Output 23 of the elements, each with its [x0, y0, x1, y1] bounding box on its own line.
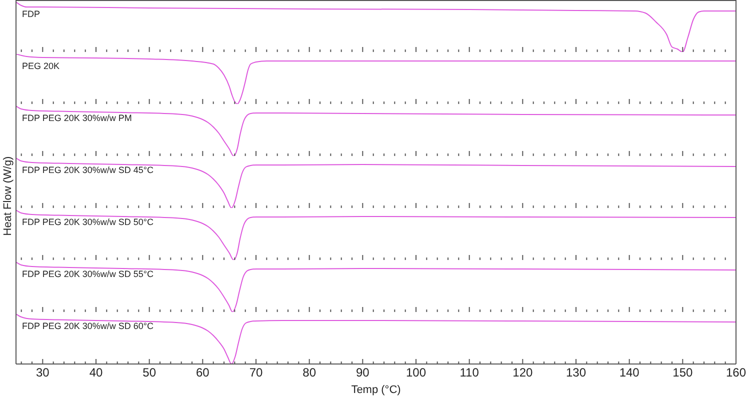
x-tick-label: 90 — [356, 366, 370, 380]
x-tick-label: 60 — [196, 366, 210, 380]
text: FDP PEG 20K 30%w/w SD 60°C — [22, 321, 154, 331]
x-tick-label: 40 — [89, 366, 103, 380]
x-tick-label: 80 — [302, 366, 316, 380]
x-tick-label: 50 — [142, 366, 156, 380]
text: PEG 20K — [22, 61, 60, 71]
x-axis-title: Temp (°C) — [350, 384, 402, 396]
x-tick-label: 150 — [672, 366, 693, 380]
text: FDP PEG 20K 30%w/w SD 45°C — [22, 165, 154, 175]
x-tick-label: 140 — [619, 366, 640, 380]
x-tick-label: 110 — [460, 366, 480, 380]
x-tick-label: 120 — [512, 366, 533, 380]
x-tick-label: 30 — [36, 366, 50, 380]
text: FDP — [22, 9, 40, 19]
x-tick-label: 100 — [406, 366, 426, 380]
text: FDP PEG 20K 30%w/w SD 55°C — [22, 269, 154, 279]
y-axis-title: Heat Flow (W/g) — [2, 155, 14, 238]
text: FDP PEG 20K 30%w/w SD 50°C — [22, 217, 154, 227]
text: FDP PEG 20K 30%w/w PM — [22, 113, 132, 123]
x-tick-label: 130 — [566, 366, 586, 380]
x-tick-label: 160 — [726, 366, 746, 380]
x-tick-label: 70 — [249, 366, 263, 380]
